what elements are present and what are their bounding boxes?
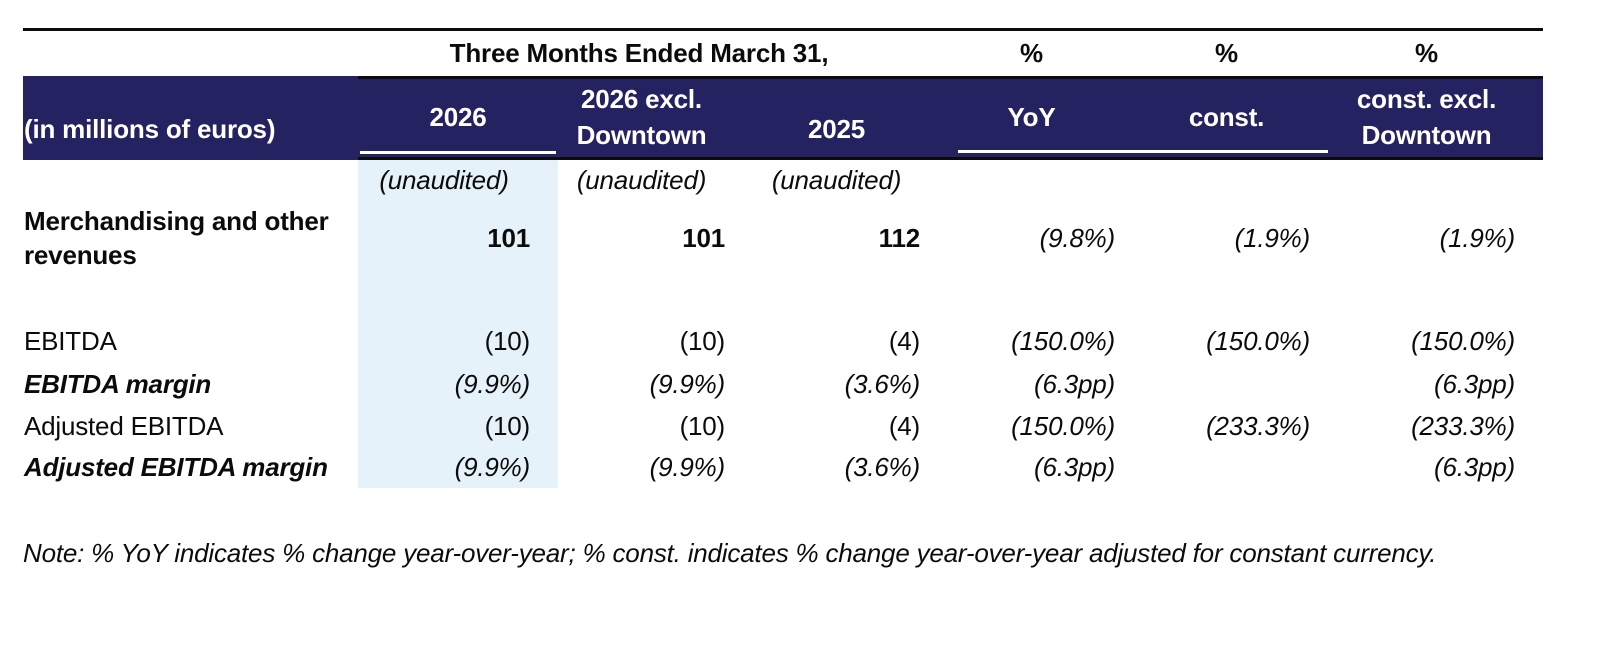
value-cell: (6.3pp) [1034,451,1115,482]
value-cell: (1.9%) [1234,222,1311,253]
underline-2026 [360,151,556,154]
value-cell: (150.0%) [1011,410,1115,441]
value-cell: (10) [484,410,531,441]
underline-yoy-const [958,150,1328,153]
row-label-adjusted-ebitda-margin: Adjusted EBITDA margin [24,451,328,482]
col-header-2026-text: 2026 [429,102,487,133]
row-label-ebitda-margin: EBITDA margin [24,369,212,400]
value-cell: (233.3%) [1206,410,1310,441]
value-cell: (6.3pp) [1434,451,1515,482]
header-band-border [358,76,1543,160]
pct-header-yoy: % [1020,37,1043,68]
value-cell: (1.9%) [1439,222,1516,253]
value-cell: (4) [888,410,920,441]
value-cell: (9.9%) [649,451,726,482]
highlight-column-2026 [358,160,558,488]
value-cell: (9.9%) [454,369,531,400]
value-cell: (6.3pp) [1034,369,1115,400]
col-header-const-excl-downtown: const. excl. Downtown [1356,84,1497,150]
value-cell: (4) [888,325,920,356]
value-cell: (10) [679,410,726,441]
value-cell: (9.9%) [649,369,726,400]
value-cell: (150.0%) [1206,325,1310,356]
value-cell: (10) [679,325,726,356]
value-cell: (150.0%) [1011,325,1115,356]
value-cell: (3.6%) [844,369,921,400]
unit-label: (in millions of euros) [24,114,276,145]
value-cell: (6.3pp) [1434,369,1515,400]
financial-table: Three Months Ended March 31, % % % (in m… [23,28,1543,488]
value-cell: (10) [484,325,531,356]
unaudited-label: (unaudited) [576,164,707,195]
value-cell: (9.8%) [1039,222,1116,253]
value-cell: (3.6%) [844,451,921,482]
value-cell: (9.9%) [454,451,531,482]
value-cell: 101 [487,222,530,253]
pct-header-const: % [1215,37,1238,68]
pct-header-const-excl: % [1415,37,1438,68]
value-cell: (233.3%) [1411,410,1515,441]
value-cell [1143,364,1338,406]
value-cell [1143,447,1338,488]
period-header: Three Months Ended March 31, [449,37,829,68]
col-header-const: const. [1188,102,1265,133]
value-cell: 112 [878,222,921,253]
header-band [23,76,1543,160]
row-label-ebitda: EBITDA [24,325,117,356]
footnote: Note: % YoY indicates % change year-over… [23,538,1437,568]
value-cell: 101 [682,222,725,253]
col-header-yoy: YoY [1007,102,1056,133]
col-header-2025: 2025 [807,114,866,145]
unaudited-label: (unaudited) [379,164,509,195]
col-header-2026-excl-downtown: 2026 excl. Downtown [576,84,707,150]
value-cell: (150.0%) [1411,325,1515,356]
col-header-2026: 2026 [358,76,558,160]
unaudited-label: (unaudited) [771,164,902,195]
row-label-adjusted-ebitda: Adjusted EBITDA [24,410,224,441]
row-label-merchandising: Merchandising and other revenues [24,205,329,270]
